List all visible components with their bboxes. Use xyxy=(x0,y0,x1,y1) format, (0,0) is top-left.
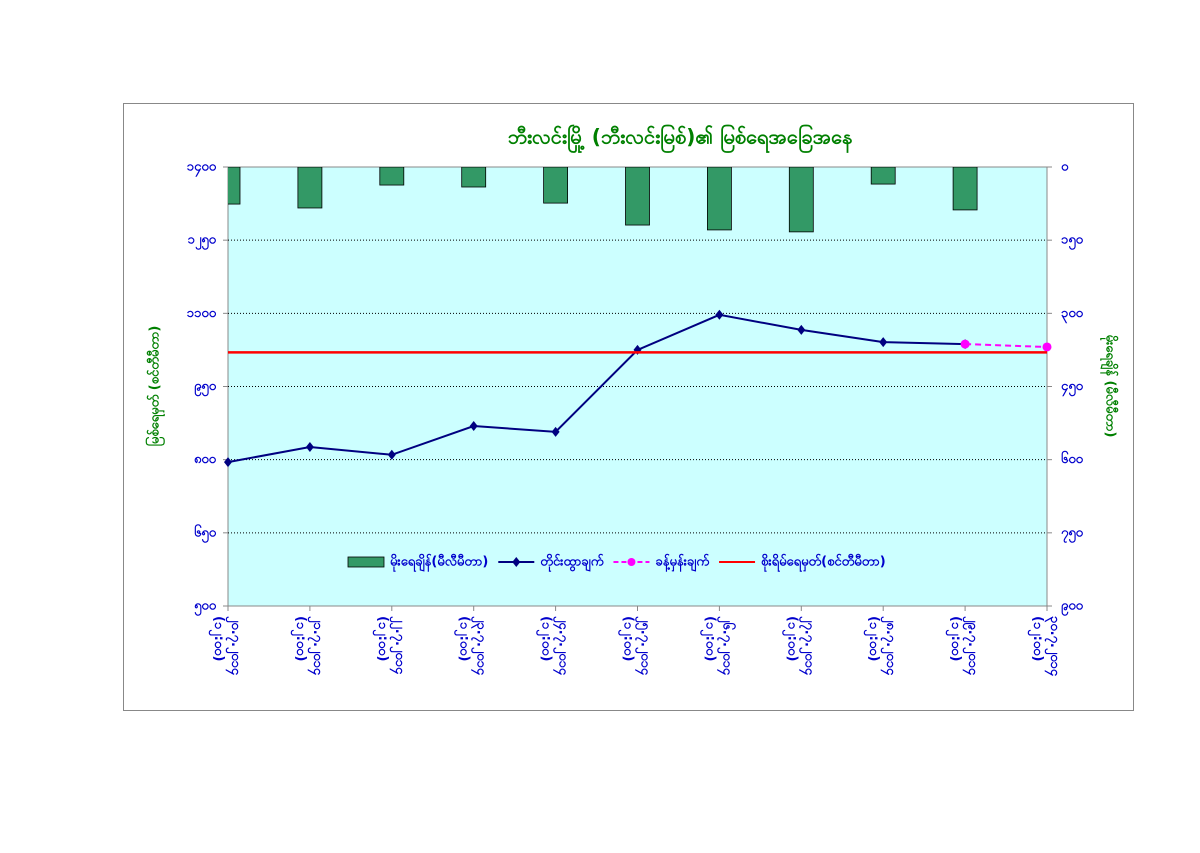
series-line xyxy=(227,313,966,464)
y2-tick-label: ၆၀၀ xyxy=(1061,450,1084,467)
bar xyxy=(543,167,568,204)
x-tick-label: ၂၉.၇.၂၀၁၄(၁၂:၀၀) xyxy=(946,616,981,676)
bar xyxy=(379,167,405,186)
legend-marker xyxy=(512,557,521,567)
x-tick-time: (၁၂:၀၀) xyxy=(618,616,636,661)
point xyxy=(715,309,724,320)
bar xyxy=(870,167,896,185)
bar xyxy=(625,167,650,226)
y-tick-label: ၆၅၀ xyxy=(194,523,217,543)
y-axis-title: မြစ်ရေမှတ် (စင်တီမီတာ) xyxy=(145,326,166,447)
x-tick-time: (၁၂:၀၀) xyxy=(946,616,964,661)
legend-swatch xyxy=(347,556,385,568)
x-tick-label: ၂၆.၇.၂၀၁၄(၁၂:၀၀) xyxy=(700,616,737,676)
point xyxy=(879,337,888,348)
x-tick-time: (၁၂:၀၀) xyxy=(700,616,718,661)
legend-item: မိုးရေချိန်(မီလီမီတာ) xyxy=(347,553,488,573)
x-tick-time: (၁၂:၀၀) xyxy=(372,616,390,661)
y-tick-label: ၁၄၀၀ xyxy=(187,160,217,178)
point xyxy=(797,324,806,335)
legend-label: ခန့်မှန်းချက် xyxy=(655,553,709,573)
series-line xyxy=(965,343,1048,348)
x-tick-date: ၂၉.၇.၂၀၁၄ xyxy=(963,616,981,676)
point xyxy=(1042,342,1052,352)
x-tick-date: ၂၃.၇.၂၀၁၄ xyxy=(471,616,489,676)
x-tick-label: ၂၁.၇.၂၀၁၄(၁၂:၀၀) xyxy=(290,616,325,676)
x-tick-label: ၂၇.၇.၂၀၁၄(၁၂:၀၀) xyxy=(782,616,817,676)
x-tick-time: (၁၂:၀၀) xyxy=(782,616,800,661)
x-tick-date: ၃၀.၇.၂၀၁၄ xyxy=(1045,616,1063,677)
bar xyxy=(228,167,241,205)
x-tick-time: (၁၂:၀၀) xyxy=(1028,616,1046,661)
point xyxy=(960,339,970,349)
x-tick-date: ၂၄.၇.၂၀၁၄ xyxy=(553,616,571,676)
legend-item: ခန့်မှန်းချက် xyxy=(613,553,709,573)
y-tick-label: ၈၀၀ xyxy=(194,452,217,467)
y-tick-label: ၅၀၀ xyxy=(194,599,217,617)
point xyxy=(469,421,478,432)
point xyxy=(387,449,396,460)
x-tick-time: (၁၂:၀၀) xyxy=(454,616,472,661)
legend-item: တိုင်းထွာချက် xyxy=(498,553,604,573)
legend-label: စိုးရိမ်ရေမှတ်(စင်တီမီတာ) xyxy=(761,553,886,573)
x-tick-date: ၂၇.၇.၂၀၁၄ xyxy=(799,616,817,676)
y2-tick-label: ၀ xyxy=(1061,160,1069,175)
bar xyxy=(297,167,323,209)
x-tick-label: ၂၈.၇.၂၀၁၄(၁၂:၀၀) xyxy=(864,616,899,676)
legend-label: မိုးရေချိန်(မီလီမီတာ) xyxy=(390,553,488,573)
x-tick-label: ၂၂.၇.၂၀၁၄(၁၂:၀၀) xyxy=(372,616,407,675)
legend-marker xyxy=(627,558,636,566)
x-tick-date: ၂၆.၇.၂၀၁၄ xyxy=(717,616,737,676)
x-tick-label: ၂၄.၇.၂၀၁၄(၁၂:၀၀) xyxy=(536,616,571,676)
y2-tick-label: ၁၅၀ xyxy=(1061,233,1084,251)
plot-area xyxy=(227,166,1048,607)
bar xyxy=(461,167,487,188)
y-tick-label: ၁၂၅၀ xyxy=(188,233,217,251)
x-tick-label: ၃၀.၇.၂၀၁၄(၁၂:၀၀) xyxy=(1028,616,1063,677)
y2-axis-title: မိုးရေချိန် (မီလီမီတာ) xyxy=(1100,335,1120,438)
plot-layer xyxy=(228,167,978,233)
y2-tick-label: ၉၀၀ xyxy=(1061,599,1084,617)
legend-item: စိုးရိမ်ရေမှတ်(စင်တီမီတာ) xyxy=(719,553,886,573)
y2-tick-label: ၃၀၀ xyxy=(1061,306,1084,324)
bar xyxy=(707,167,732,231)
x-tick-date: ၂၅.၇.၂၀၁၄ xyxy=(635,616,653,676)
y-tick-label: ၉၅၀ xyxy=(194,379,217,397)
x-tick-label: ၂၀.၇.၂၀၁၄(၁၂:၀၀) xyxy=(209,616,244,676)
y-tick-label: ၁၁၀၀ xyxy=(187,306,217,321)
x-tick-label: ၂၃.၇.၂၀၁၄(၁၂:၀၀) xyxy=(454,616,489,676)
x-tick-time: (၁၂:၀၀) xyxy=(209,616,227,661)
point xyxy=(224,457,232,468)
x-tick-time: (၁၂:၀၀) xyxy=(864,616,882,661)
x-tick-date: ၂၁.၇.၂၀၁၄ xyxy=(307,616,325,676)
bar xyxy=(952,167,978,211)
x-tick-date: ၂၀.၇.၂၀၁၄ xyxy=(226,616,244,676)
point xyxy=(551,426,560,437)
point xyxy=(305,441,314,452)
x-tick-time: (၁၂:၀၀) xyxy=(536,616,554,661)
x-tick-label: ၂၅.၇.၂၀၁၄(၁၂:၀၀) xyxy=(618,616,653,676)
x-tick-time: (၁၂:၀၀) xyxy=(290,616,308,661)
x-tick-date: ၂၈.၇.၂၀၁၄ xyxy=(881,616,899,676)
legend-label: တိုင်းထွာချက် xyxy=(540,553,603,573)
x-tick-date: ၂၂.၇.၂၀၁၄ xyxy=(389,616,407,675)
y2-tick-label: ၇၅၀ xyxy=(1061,525,1084,543)
y2-tick-label: ၄၅၀ xyxy=(1061,379,1084,397)
bar xyxy=(788,167,814,233)
